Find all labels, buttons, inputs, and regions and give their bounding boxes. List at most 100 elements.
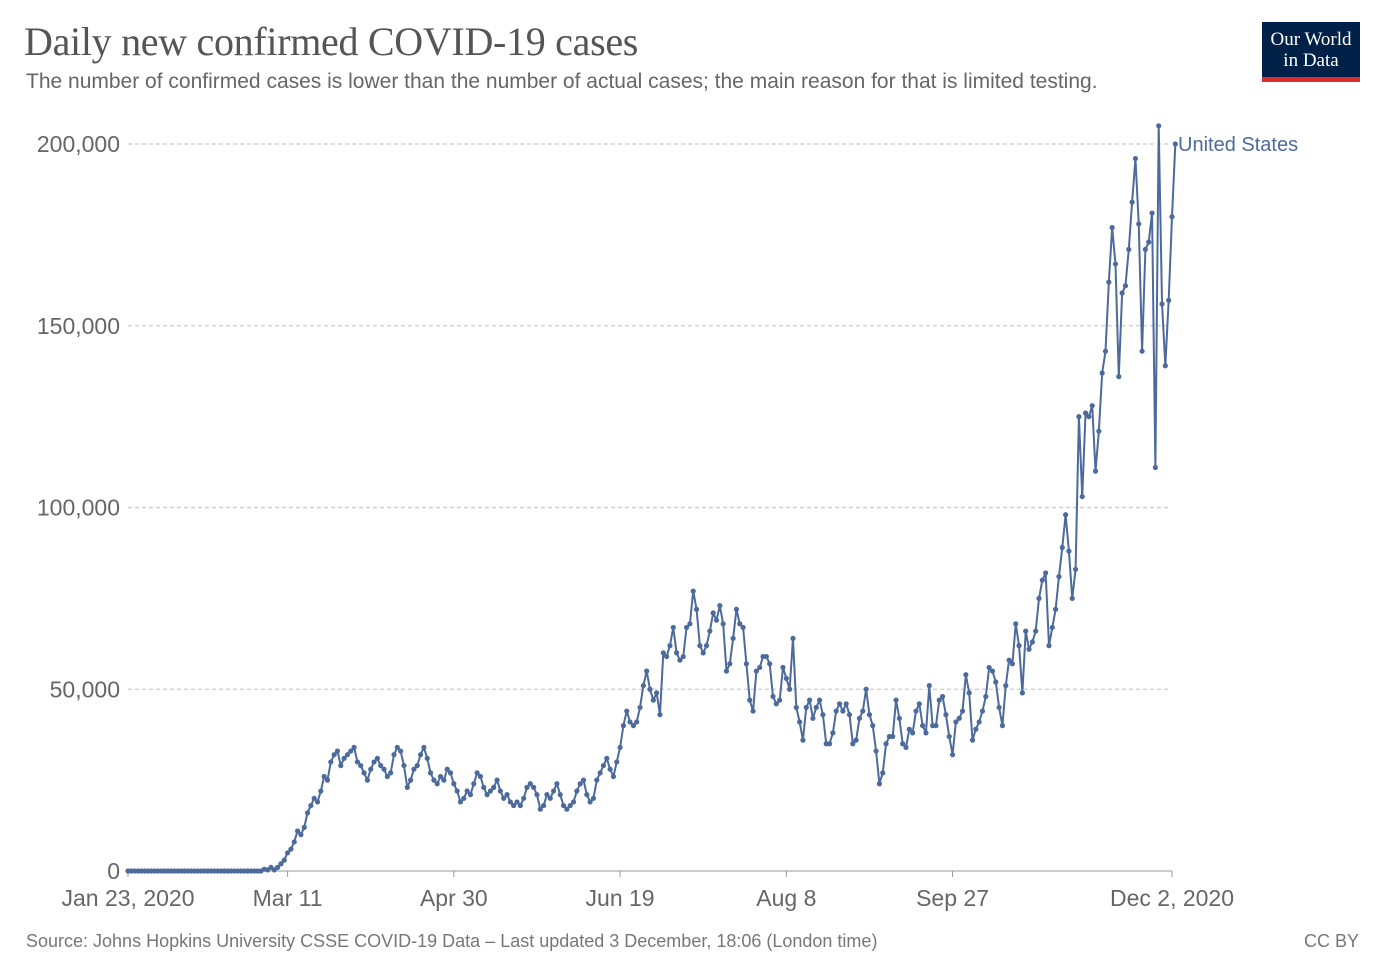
data-point bbox=[501, 795, 507, 801]
data-point bbox=[524, 784, 530, 790]
data-point bbox=[328, 759, 334, 765]
y-tick-label: 0 bbox=[107, 858, 120, 884]
data-point bbox=[398, 748, 404, 754]
data-point bbox=[813, 704, 819, 711]
data-point bbox=[1046, 643, 1052, 649]
data-point bbox=[574, 788, 580, 794]
data-point bbox=[394, 744, 400, 751]
data-point bbox=[344, 752, 351, 758]
series-layer bbox=[125, 123, 1178, 874]
data-point bbox=[374, 755, 380, 761]
data-point bbox=[777, 697, 783, 703]
x-tick-label: Jun 19 bbox=[586, 885, 655, 911]
data-point bbox=[278, 861, 284, 867]
data-point bbox=[959, 708, 966, 714]
data-point bbox=[1159, 301, 1165, 307]
data-point bbox=[787, 686, 793, 692]
data-point bbox=[494, 777, 500, 783]
data-point bbox=[903, 744, 909, 751]
logo-line-2: in Data bbox=[1283, 50, 1339, 71]
data-point bbox=[361, 770, 367, 776]
x-tick-label: Apr 30 bbox=[420, 885, 488, 911]
data-point bbox=[544, 792, 550, 798]
data-point bbox=[969, 737, 976, 743]
data-point bbox=[743, 661, 750, 667]
data-point bbox=[1009, 661, 1016, 667]
x-axis-tick-labels: Jan 23, 2020 Mar 11 Apr 30 Jun 19 Aug 8 Sep 2… bbox=[61, 885, 1234, 911]
data-point bbox=[816, 697, 823, 703]
data-point bbox=[677, 657, 683, 663]
chart-title: Daily new confirmed COVID-19 cases bbox=[24, 19, 639, 64]
data-point bbox=[590, 795, 597, 801]
data-point bbox=[697, 643, 703, 649]
data-point bbox=[497, 788, 503, 794]
license-label[interactable]: CC BY bbox=[1303, 931, 1359, 951]
data-point bbox=[737, 621, 743, 627]
data-point bbox=[1043, 570, 1049, 576]
data-point bbox=[717, 603, 723, 609]
data-point bbox=[275, 864, 281, 870]
data-point bbox=[850, 741, 856, 747]
data-point bbox=[644, 668, 650, 674]
data-point bbox=[1162, 363, 1168, 369]
data-point bbox=[753, 668, 759, 674]
data-point bbox=[404, 784, 410, 790]
data-point bbox=[348, 748, 354, 754]
data-point bbox=[577, 781, 583, 787]
data-point bbox=[354, 759, 361, 765]
data-point bbox=[667, 643, 673, 649]
data-point bbox=[830, 730, 836, 736]
data-point bbox=[371, 759, 377, 765]
data-point bbox=[1056, 573, 1062, 580]
data-point bbox=[933, 723, 939, 729]
data-point bbox=[826, 741, 833, 747]
data-point bbox=[514, 799, 520, 805]
data-point bbox=[388, 770, 394, 776]
data-point bbox=[1039, 577, 1045, 583]
data-point bbox=[946, 733, 952, 740]
data-point bbox=[324, 777, 331, 783]
chart-subtitle: The number of confirmed cases is lower t… bbox=[26, 70, 1098, 93]
owid-logo[interactable]: Our World in Data bbox=[1262, 22, 1360, 82]
data-point bbox=[687, 621, 693, 627]
data-point bbox=[587, 799, 593, 805]
legend-label-united-states: United States bbox=[1178, 134, 1298, 156]
y-axis-tick-labels: 0 50,000 100,000 150,000 200,000 bbox=[37, 131, 120, 884]
data-point bbox=[1066, 548, 1072, 554]
data-point bbox=[986, 664, 992, 671]
data-point bbox=[650, 697, 656, 703]
data-point bbox=[703, 643, 710, 649]
data-point bbox=[890, 733, 896, 740]
legend: United States bbox=[1178, 134, 1298, 156]
data-point bbox=[567, 802, 573, 809]
data-point bbox=[1082, 410, 1089, 416]
series-line-united-states bbox=[128, 124, 1177, 872]
data-point bbox=[547, 795, 553, 801]
data-point bbox=[1139, 348, 1145, 354]
data-point bbox=[617, 744, 623, 751]
data-point bbox=[381, 766, 387, 772]
data-point bbox=[926, 683, 932, 689]
data-point bbox=[634, 719, 640, 725]
data-point bbox=[720, 621, 726, 627]
source-note[interactable]: Source: Johns Hopkins University CSSE CO… bbox=[26, 931, 878, 951]
data-point bbox=[1013, 621, 1019, 627]
data-point bbox=[906, 726, 912, 732]
data-point bbox=[627, 719, 633, 725]
data-point bbox=[780, 664, 786, 671]
data-point bbox=[730, 635, 736, 641]
data-point bbox=[773, 701, 779, 707]
data-point bbox=[314, 799, 321, 805]
data-point bbox=[604, 755, 610, 761]
data-point bbox=[983, 693, 989, 700]
data-point bbox=[1116, 374, 1122, 380]
data-point bbox=[504, 792, 510, 798]
data-point bbox=[989, 668, 996, 674]
data-point bbox=[564, 806, 570, 812]
data-point bbox=[707, 628, 713, 634]
data-point bbox=[600, 762, 607, 769]
data-point bbox=[876, 781, 883, 787]
data-point bbox=[484, 792, 490, 798]
data-point bbox=[308, 802, 314, 809]
data-point bbox=[487, 788, 494, 794]
